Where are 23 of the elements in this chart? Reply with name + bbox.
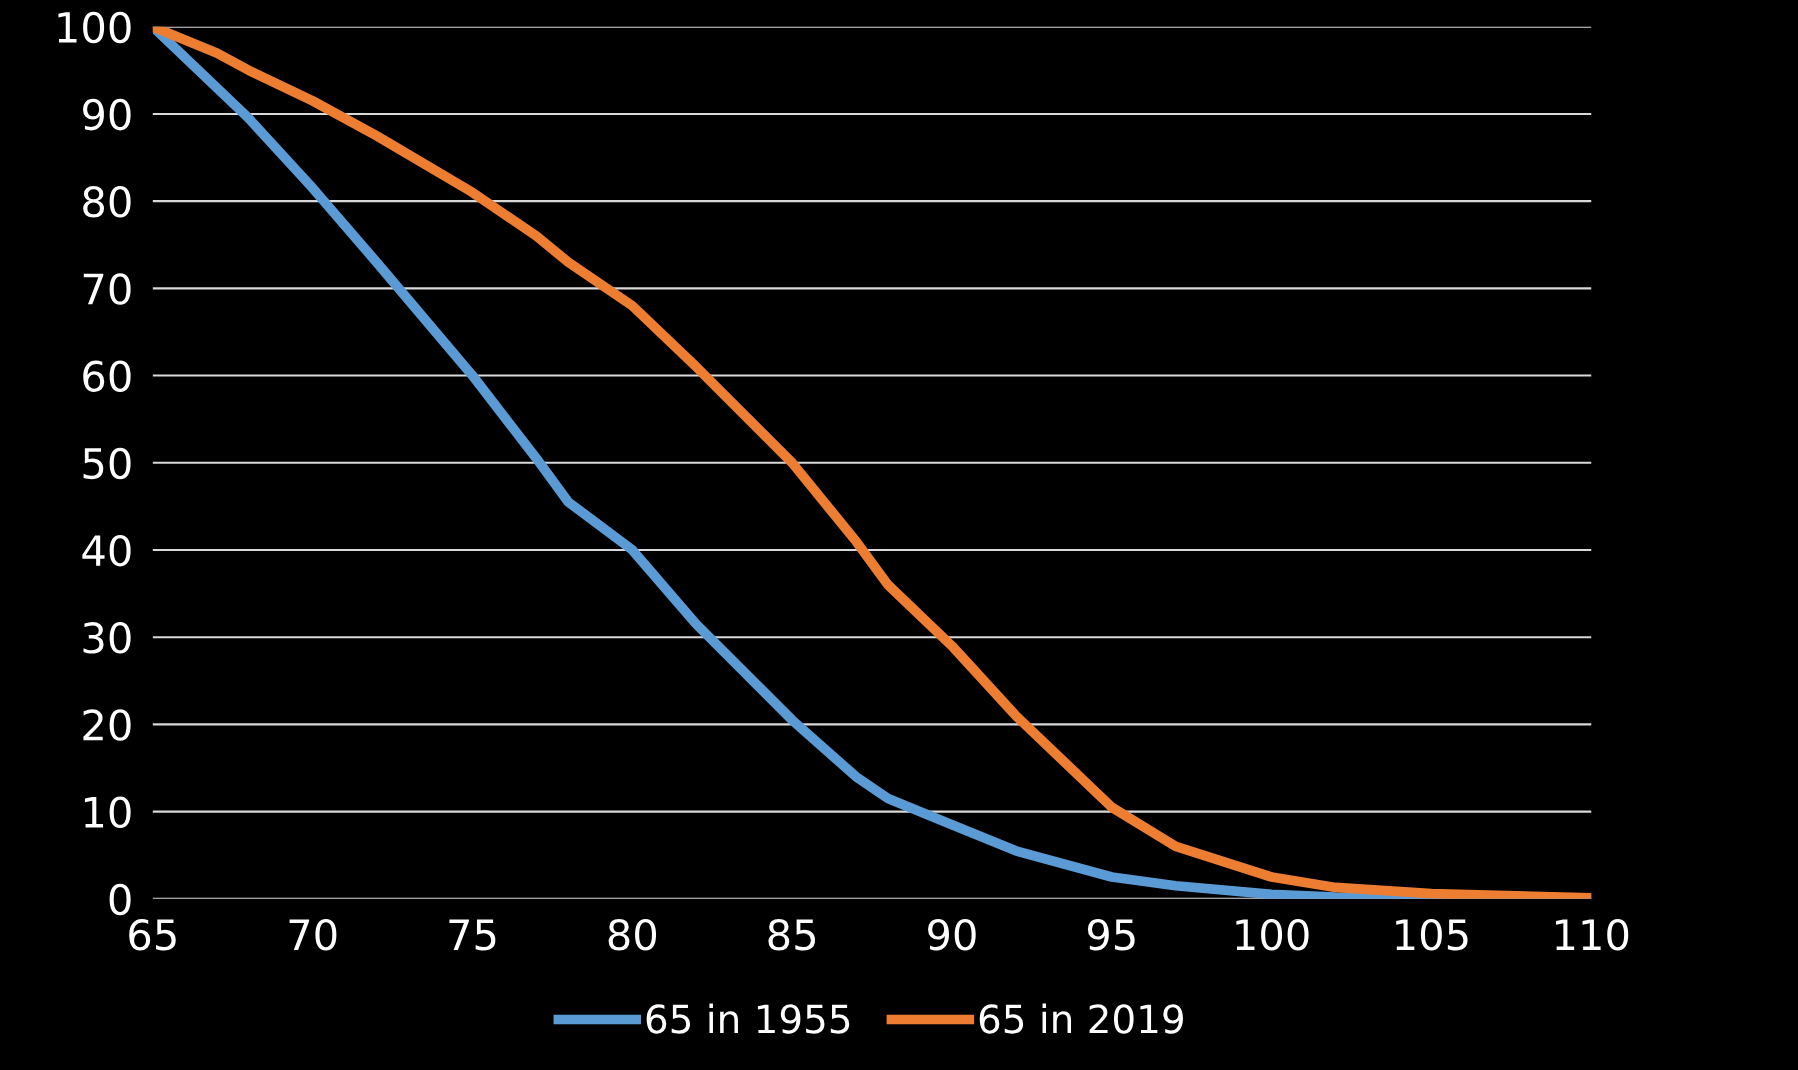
x-tick-label: 85	[768, 918, 815, 951]
x-tick-label: 65	[129, 918, 176, 951]
x-tick-label: 80	[608, 918, 657, 951]
y-tick-label: 50	[83, 447, 131, 480]
x-tick-label: 110	[1556, 918, 1629, 951]
y-tick-label: 10	[84, 796, 131, 829]
y-tick-label: 90	[82, 98, 131, 131]
y-tick-label: 30	[83, 622, 131, 654]
y-tick-label: 40	[82, 534, 131, 567]
y-tick-label: 100	[58, 11, 131, 44]
x-tick-label: 90	[928, 918, 976, 951]
legend-label: 65 in 2019	[979, 1003, 1183, 1034]
y-tick-label: 60	[83, 360, 131, 392]
y-tick-label: 80	[83, 186, 131, 218]
x-tick-label: 105	[1396, 918, 1468, 951]
x-tick-label: 100	[1236, 918, 1309, 951]
y-tick-label: 0	[109, 883, 131, 916]
x-tick-label: 95	[1087, 918, 1135, 951]
y-tick-label: 20	[83, 709, 131, 741]
legend-label: 65 in 1955	[646, 1003, 850, 1034]
x-tick-label: 70	[289, 918, 337, 951]
y-tick-label: 70	[83, 273, 131, 305]
x-tick-label: 75	[449, 919, 496, 951]
